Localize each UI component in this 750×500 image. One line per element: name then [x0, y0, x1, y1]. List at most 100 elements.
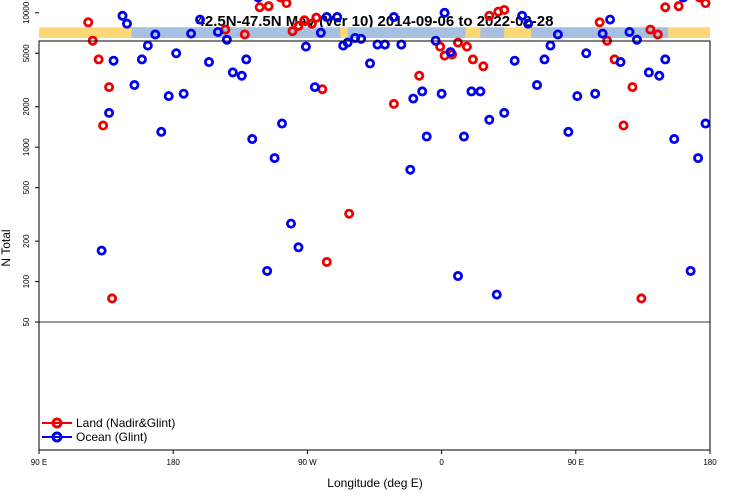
- x-axis-label: Longitude (deg E): [327, 476, 422, 490]
- land-point: [254, 2, 265, 13]
- land-point: [98, 120, 109, 131]
- land-point: [107, 293, 118, 304]
- ocean-point: [396, 39, 407, 50]
- ocean-point: [624, 26, 635, 37]
- ocean-point: [405, 164, 416, 175]
- ocean-point: [597, 28, 608, 39]
- ocean-point: [545, 40, 556, 51]
- land-point: [104, 82, 115, 93]
- land-point: [627, 82, 638, 93]
- ocean-point: [156, 126, 167, 137]
- ocean-point: [379, 39, 390, 50]
- x-tick-label: 180: [167, 458, 181, 467]
- ocean-point: [590, 88, 601, 99]
- y-tick-label: 500: [22, 180, 31, 194]
- ocean-point: [660, 54, 671, 65]
- ocean-point: [466, 86, 477, 97]
- land-point: [311, 12, 322, 23]
- ocean-point: [117, 10, 128, 21]
- land-point: [484, 10, 495, 21]
- ocean-point: [203, 57, 214, 68]
- ocean-point: [227, 67, 238, 78]
- land-point: [287, 26, 298, 37]
- ocean-point: [532, 80, 543, 91]
- ocean-point: [321, 12, 332, 23]
- ocean-point: [241, 54, 252, 65]
- x-tick-label: 90 E: [31, 458, 47, 467]
- land-point: [461, 41, 472, 52]
- ocean-point: [572, 91, 583, 102]
- ocean-point: [517, 10, 528, 21]
- ocean-point: [552, 29, 563, 40]
- ocean-point: [523, 18, 534, 29]
- ocean-point: [178, 88, 189, 99]
- ocean-point: [700, 118, 711, 129]
- ocean-point: [615, 57, 626, 68]
- ocean-point: [332, 12, 343, 23]
- ocean-point: [121, 18, 132, 29]
- land-point: [93, 54, 104, 65]
- y-tick-label: 50: [22, 317, 31, 326]
- y-tick-label: 100: [22, 274, 31, 288]
- land-point: [306, 18, 317, 29]
- ocean-point: [439, 7, 450, 18]
- land-point: [388, 98, 399, 109]
- ocean-point: [300, 41, 311, 52]
- ocean-point: [388, 12, 399, 23]
- land-point: [239, 29, 250, 40]
- legend-ocean-label: Ocean (Glint): [76, 430, 147, 444]
- land-point: [660, 2, 671, 13]
- land-point: [700, 0, 711, 9]
- legend-land-label: Land (Nadir&Glint): [76, 416, 175, 430]
- ocean-point: [96, 245, 107, 256]
- land-point: [478, 61, 489, 72]
- land-point: [695, 0, 704, 3]
- ocean-point: [150, 29, 161, 40]
- ocean-point: [499, 107, 510, 118]
- y-tick-label: 5000: [22, 44, 31, 62]
- ocean-point: [285, 218, 296, 229]
- ocean-point: [104, 107, 115, 118]
- ocean-point: [269, 153, 280, 164]
- x-axis-ticks: 90 E 180 90 W 0 90 E 180: [31, 450, 717, 467]
- ocean-point: [253, 0, 263, 3]
- ocean-point: [247, 134, 258, 145]
- land-point: [467, 54, 478, 65]
- x-tick-label: 90 E: [568, 458, 584, 467]
- ocean-point: [563, 126, 574, 137]
- ocean-point: [262, 265, 273, 276]
- land-point: [636, 293, 647, 304]
- ocean-point: [171, 48, 182, 59]
- land-point: [453, 37, 464, 48]
- land-point: [435, 41, 446, 52]
- ocean-point: [186, 28, 197, 39]
- x-tick-label: 180: [703, 458, 717, 467]
- ocean-point: [421, 131, 432, 142]
- ocean-point: [136, 54, 147, 65]
- land-point: [83, 17, 94, 28]
- ocean-point: [491, 289, 502, 300]
- ocean-point: [142, 40, 153, 51]
- land-point: [299, 15, 310, 26]
- ocean-point: [365, 58, 376, 69]
- ocean-point: [221, 34, 232, 45]
- ocean-point: [436, 88, 447, 99]
- ocean-point: [458, 131, 469, 142]
- ocean-point: [315, 27, 326, 38]
- ocean-point: [475, 86, 486, 97]
- points-layer: [83, 0, 711, 304]
- y-axis-ticks: 501002005001000200050001000020000: [22, 1, 39, 327]
- ocean-point: [277, 118, 288, 129]
- land-point: [293, 20, 304, 31]
- ocean-point: [509, 55, 520, 66]
- y-tick-label: 10000: [22, 1, 31, 24]
- ocean-point: [236, 70, 247, 81]
- chart-title: 42.5N-47.5N May (Ver 10) 2014-09-06 to 2…: [197, 13, 554, 30]
- band-ocean: [480, 27, 505, 38]
- band-ocean: [131, 27, 341, 38]
- land-point: [645, 24, 656, 35]
- ocean-point: [293, 242, 304, 253]
- y-axis-label: N Total: [0, 229, 13, 266]
- ocean-point: [163, 91, 174, 102]
- ocean-point: [445, 47, 456, 58]
